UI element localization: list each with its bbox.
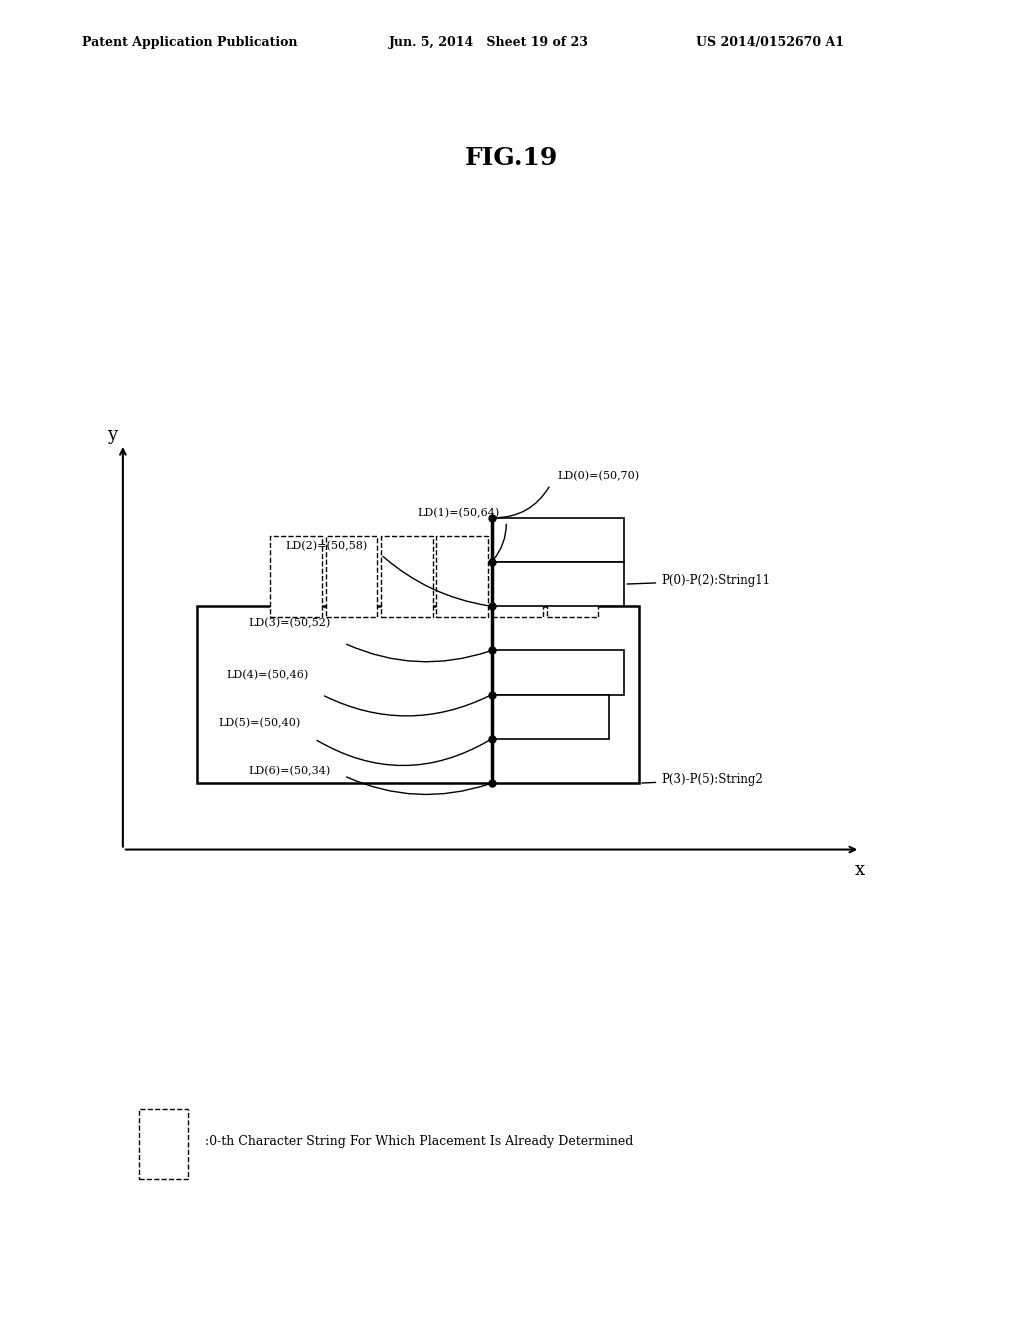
Text: Patent Application Publication: Patent Application Publication: [82, 36, 297, 49]
Text: LD(1)=(50,64): LD(1)=(50,64): [418, 507, 500, 517]
Bar: [492, 651, 625, 694]
Text: LD(6)=(50,34): LD(6)=(50,34): [248, 766, 331, 776]
Text: LD(0)=(50,70): LD(0)=(50,70): [558, 470, 640, 480]
Text: FIG.19: FIG.19: [465, 147, 559, 170]
Bar: [547, 536, 598, 618]
Text: LD(5)=(50,40): LD(5)=(50,40): [219, 718, 301, 727]
Bar: [492, 694, 609, 739]
Text: Jun. 5, 2014   Sheet 19 of 23: Jun. 5, 2014 Sheet 19 of 23: [389, 36, 589, 49]
Text: US 2014/0152670 A1: US 2014/0152670 A1: [696, 36, 845, 49]
Bar: [197, 606, 639, 783]
Text: LD(4)=(50,46): LD(4)=(50,46): [226, 669, 308, 680]
Text: :0-th Character String For Which Placement Is Already Determined: :0-th Character String For Which Placeme…: [205, 1135, 633, 1148]
Bar: [270, 536, 322, 618]
Bar: [492, 517, 625, 562]
Text: LD(3)=(50,52): LD(3)=(50,52): [248, 618, 331, 628]
Bar: [381, 536, 432, 618]
Text: y: y: [106, 426, 117, 444]
Text: LD(2)=(50,58): LD(2)=(50,58): [285, 541, 368, 550]
Bar: [436, 536, 487, 618]
Text: P(0)-P(2):String11: P(0)-P(2):String11: [627, 574, 770, 587]
Bar: [139, 1109, 188, 1179]
Bar: [492, 536, 543, 618]
Bar: [326, 536, 377, 618]
Bar: [492, 562, 625, 606]
Text: P(3)-P(5):String2: P(3)-P(5):String2: [642, 774, 763, 787]
Text: x: x: [855, 861, 865, 879]
